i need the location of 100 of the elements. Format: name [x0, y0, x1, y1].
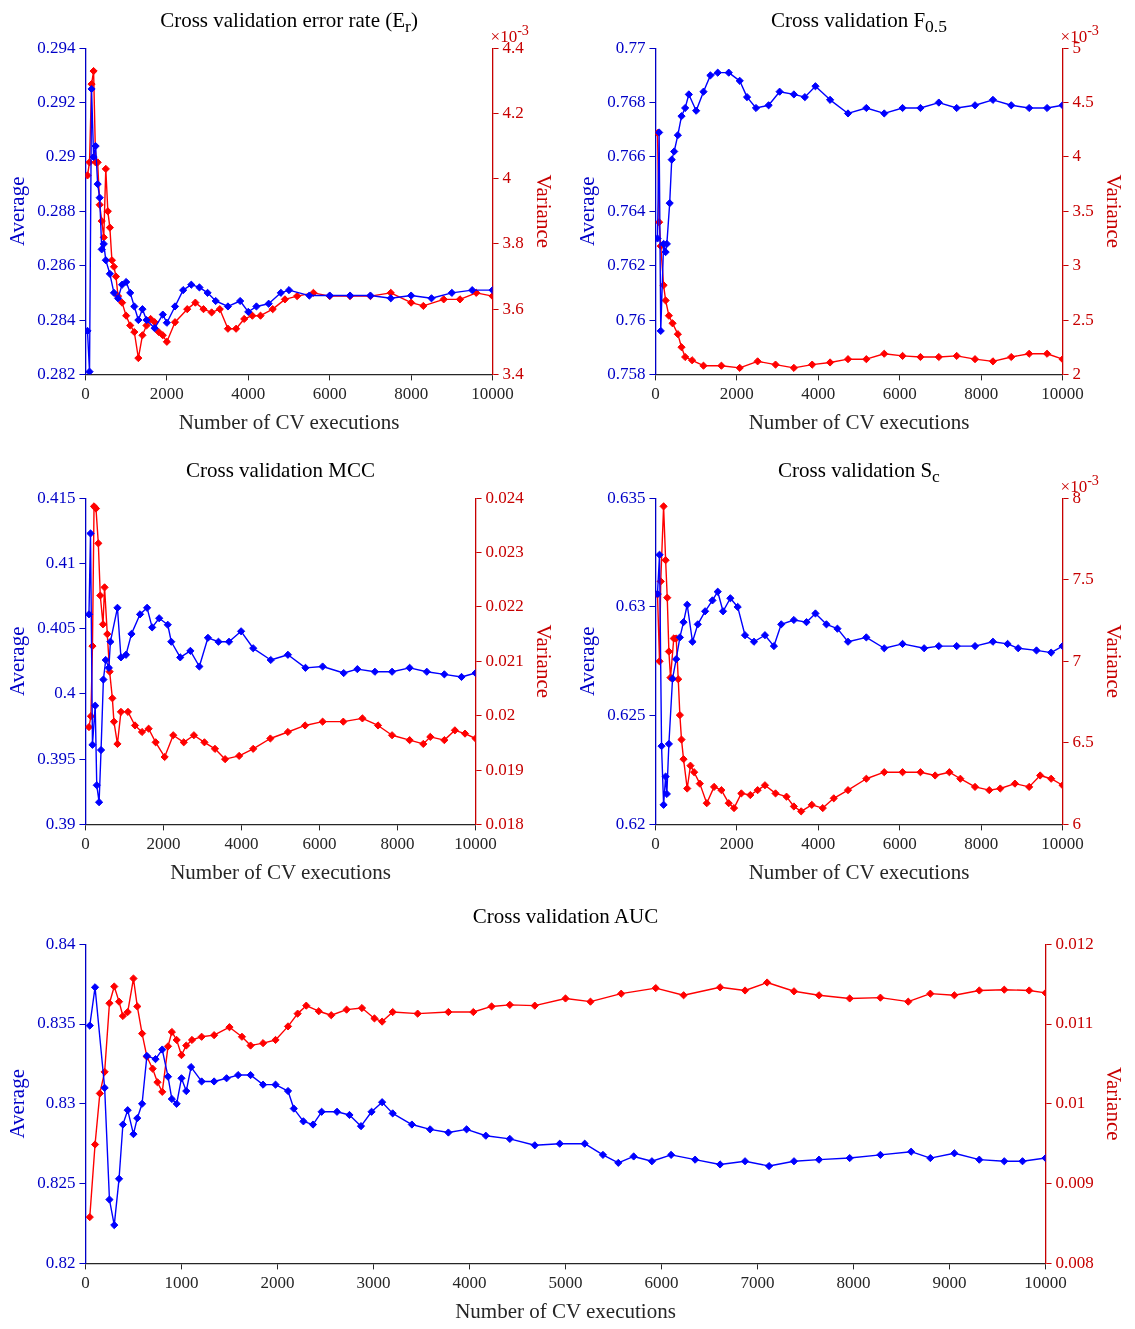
y-tick-label: 0.4: [54, 683, 76, 703]
y2-tick-label: 4.2: [502, 102, 524, 122]
x-tick-label: 2000: [149, 384, 184, 404]
x-tick-label: 6000: [882, 834, 917, 854]
y2-axis-title: Variance: [531, 624, 556, 699]
x-tick-label: 10000: [1041, 384, 1084, 404]
y-tick-label: 0.84: [45, 933, 76, 953]
x-tick-label: 0: [81, 384, 90, 404]
x-tick-label: 8000: [836, 1273, 871, 1293]
y-tick-label: 0.62: [615, 813, 646, 833]
x-tick-label: 2000: [719, 384, 754, 404]
y-tick-label: 0.635: [607, 487, 646, 507]
y2-tick-label: 0.012: [1055, 933, 1094, 953]
x-tick-label: 6000: [882, 384, 917, 404]
y-tick-label: 0.415: [37, 487, 76, 507]
y-tick-label: 0.82: [45, 1252, 76, 1272]
y2-tick-label: 0.011: [1055, 1013, 1094, 1033]
x-tick-label: 9000: [932, 1273, 967, 1293]
y2-tick-label: 6: [1072, 813, 1082, 833]
y2-tick-label: 3: [1072, 255, 1082, 275]
x-axis-title: Number of CV executions: [170, 859, 391, 884]
x-tick-label: 10000: [471, 384, 514, 404]
y2-axis-title: Variance: [1101, 1067, 1126, 1141]
x-axis-title: Number of CV executions: [455, 1298, 676, 1323]
y-tick-label: 0.77: [615, 37, 646, 57]
y-tick-label: 0.83: [45, 1093, 76, 1113]
chart-title: Cross validation error rate (E$_{r}$): [160, 8, 418, 38]
x-axis-title: Number of CV executions: [748, 859, 970, 884]
y-tick-label: 0.292: [37, 92, 76, 112]
y-tick-label: 0.286: [37, 255, 76, 275]
x-tick-label: 0: [81, 834, 90, 854]
chart-title: Cross validation MCC: [185, 458, 376, 483]
y2-tick-label: 4: [502, 168, 512, 188]
y-tick-label: 0.284: [37, 309, 76, 329]
x-tick-label: 10000: [1024, 1273, 1067, 1293]
y-tick-label: 0.29: [45, 146, 76, 166]
x-tick-label: 8000: [964, 834, 999, 854]
x-tick-label: 8000: [380, 834, 415, 854]
y-tick-label: 0.76: [615, 309, 646, 329]
y2-tick-label: 3.5: [1072, 200, 1094, 220]
y2-tick-label: 3.8: [502, 233, 524, 253]
y2-tick-label: 3.4: [502, 363, 525, 383]
y-tick-label: 0.758: [607, 363, 646, 383]
x-tick-label: 4000: [231, 384, 266, 404]
y2-tick-label: 0.022: [485, 596, 524, 616]
chart-title: Cross validation F$_{0.5}$: [771, 8, 947, 38]
x-axis-title: Number of CV executions: [748, 409, 970, 434]
y-tick-label: 0.766: [607, 146, 646, 166]
y2-tick-label: 0.019: [485, 759, 524, 779]
y2-tick-label: 6.5: [1072, 732, 1094, 752]
x-axis-title: Number of CV executions: [178, 409, 400, 434]
y-tick-label: 0.762: [607, 255, 646, 275]
x-tick-label: 7000: [740, 1273, 775, 1293]
y-tick-label: 0.288: [37, 200, 76, 220]
y2-tick-label: 2: [1072, 363, 1082, 383]
y2-tick-label: 3.6: [502, 298, 524, 318]
x-tick-label: 0: [651, 834, 660, 854]
y-tick-label: 0.395: [37, 748, 76, 768]
x-tick-label: 6000: [644, 1273, 679, 1293]
x-tick-label: 10000: [454, 834, 497, 854]
x-tick-label: 4000: [801, 834, 836, 854]
y-tick-label: 0.41: [45, 552, 76, 572]
x-tick-label: 4000: [801, 384, 836, 404]
x-tick-label: 10000: [1041, 834, 1084, 854]
y2-axis-title: Variance: [531, 174, 556, 249]
y-tick-label: 0.39: [45, 813, 76, 833]
y2-tick-label: 0.009: [1055, 1173, 1094, 1193]
y-axis-title: Average: [5, 1069, 30, 1139]
y2-tick-label: 0.023: [485, 542, 524, 562]
x-tick-label: 6000: [302, 834, 337, 854]
x-tick-label: 2000: [260, 1273, 295, 1293]
y-tick-label: 0.764: [607, 200, 646, 220]
y2-tick-label: 2.5: [1072, 309, 1094, 329]
y2-axis-title: Variance: [1101, 624, 1126, 699]
y2-tick-label: 0.02: [485, 705, 516, 725]
x-tick-label: 6000: [312, 384, 347, 404]
x-tick-label: 4000: [452, 1273, 487, 1293]
y2-tick-label: 4: [1072, 146, 1082, 166]
y2-tick-label: 0.008: [1055, 1252, 1094, 1272]
y-axis-title: Average: [5, 626, 30, 697]
y-tick-label: 0.768: [607, 92, 646, 112]
y2-tick-label: 0.021: [485, 650, 524, 670]
y-tick-label: 0.835: [37, 1013, 76, 1033]
y-tick-label: 0.625: [607, 705, 646, 725]
chart-title: Cross validation AUC: [472, 904, 659, 929]
x-tick-label: 0: [651, 384, 660, 404]
x-tick-label: 0: [81, 1273, 90, 1293]
x-tick-label: 5000: [548, 1273, 583, 1293]
y-tick-label: 0.63: [615, 596, 646, 616]
x-tick-label: 2000: [719, 834, 754, 854]
y-tick-label: 0.825: [37, 1173, 76, 1193]
y-tick-label: 0.405: [37, 618, 76, 638]
y-tick-label: 0.282: [37, 363, 76, 383]
y2-tick-label: 7: [1072, 650, 1082, 670]
x-tick-label: 3000: [356, 1273, 391, 1293]
x-tick-label: 8000: [394, 384, 429, 404]
x-tick-label: 4000: [224, 834, 259, 854]
x-tick-label: 1000: [164, 1273, 199, 1293]
y2-axis-title: Variance: [1101, 174, 1126, 249]
y2-tick-label: 0.01: [1055, 1093, 1086, 1113]
